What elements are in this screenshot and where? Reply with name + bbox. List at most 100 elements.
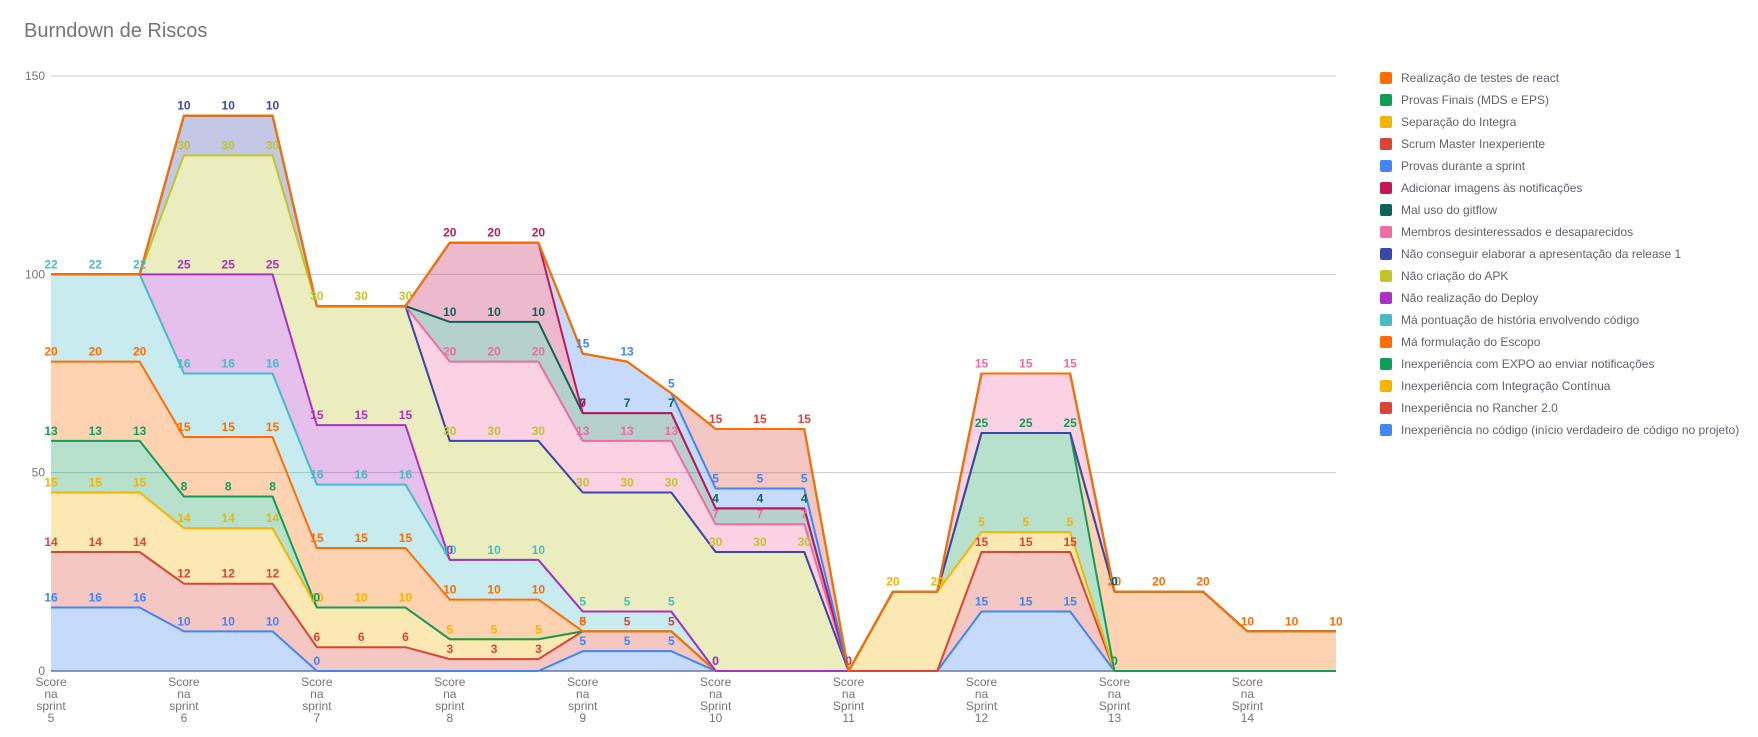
data-label: 30: [665, 476, 679, 490]
x-tick-label: Score na sprint 5: [35, 675, 67, 725]
data-label: 30: [399, 289, 413, 303]
data-label: 16: [399, 468, 413, 482]
data-label: 16: [89, 591, 103, 605]
data-label: 22: [133, 257, 147, 271]
x-tick-label: Score na Sprint 10: [700, 675, 732, 725]
data-label: 4: [801, 491, 808, 505]
data-label: 0: [845, 654, 852, 668]
area-layer: [51, 115, 1336, 672]
data-label: 5: [579, 595, 586, 609]
data-label: 30: [487, 424, 501, 438]
x-tick-label: Score na sprint 8: [434, 675, 466, 725]
data-label: 0: [845, 654, 852, 668]
data-label: 15: [709, 412, 723, 426]
data-label: 20: [931, 575, 945, 589]
legend-label: Provas durante a sprint: [1401, 159, 1526, 173]
data-label: 4: [757, 491, 764, 505]
data-label: 5: [668, 595, 675, 609]
data-label: 0: [1111, 575, 1118, 589]
data-label: 14: [266, 511, 280, 525]
data-label: 5: [712, 472, 719, 486]
area-series-5: [51, 274, 1336, 671]
data-label: 0: [314, 591, 321, 605]
data-label: 30: [354, 289, 368, 303]
data-label: 5: [668, 376, 675, 390]
data-label: 15: [89, 476, 103, 490]
data-label: 14: [133, 535, 147, 549]
legend-swatch: [1380, 380, 1392, 392]
area-series-3: [51, 433, 1336, 671]
legend-item: Provas Finais (MDS e EPS): [1380, 89, 1739, 111]
legend-label: Adicionar imagens às notificações: [1401, 181, 1583, 195]
data-label: 3: [491, 642, 498, 656]
legend-item: Separação do Integra: [1380, 111, 1739, 133]
data-label: 5: [491, 622, 498, 636]
chart-legend: Realização de testes de react Provas Fina…: [1380, 67, 1739, 441]
data-label: 20: [44, 345, 58, 359]
data-label: 7: [757, 507, 764, 521]
data-label: 25: [1063, 416, 1077, 430]
data-label: 13: [620, 345, 634, 359]
legend-item: Má formulação do Escopo: [1380, 331, 1739, 353]
data-label: 0: [712, 654, 719, 668]
legend-label: Não criação do APK: [1401, 269, 1509, 283]
data-label: 16: [44, 591, 58, 605]
legend-label: Inexperiência com EXPO ao enviar notific…: [1401, 357, 1655, 371]
data-label: 13: [133, 424, 147, 438]
data-label: 7: [624, 396, 631, 410]
data-label: 5: [535, 622, 542, 636]
data-label: 30: [222, 138, 236, 152]
data-label: 12: [222, 567, 236, 581]
data-label: 5: [801, 472, 808, 486]
data-label: 0: [314, 654, 321, 668]
data-label: 10: [310, 591, 324, 605]
data-label: 6: [314, 630, 321, 644]
data-label: 7: [579, 396, 586, 410]
legend-label: Scrum Master Inexperiente: [1401, 137, 1546, 151]
data-label: 0: [1111, 654, 1118, 668]
data-label: 0: [845, 654, 852, 668]
x-axis-labels: Score na sprint 5 Score na sprint 6 Score na sprin…: [35, 675, 1263, 725]
data-label: 15: [354, 531, 368, 545]
data-label: 15: [399, 531, 413, 545]
data-label: 12: [177, 567, 191, 581]
data-label: 15: [1063, 595, 1077, 609]
legend-swatch: [1380, 358, 1392, 370]
data-label: 10: [1241, 614, 1255, 628]
data-label: 10: [399, 591, 413, 605]
data-label: 10: [266, 614, 280, 628]
x-tick-label: Score na Sprint 14: [1232, 675, 1264, 725]
x-tick-label: Score na Sprint 12: [966, 675, 998, 725]
data-label: 4: [712, 491, 719, 505]
data-label: 14: [177, 511, 191, 525]
data-label: 15: [798, 412, 812, 426]
legend-label: Mal uso do gitflow: [1401, 203, 1498, 217]
legend-swatch: [1380, 182, 1392, 194]
legend-item: Realização de testes de react: [1380, 67, 1739, 89]
legend-item: Inexperiência no código (início verdadei…: [1380, 419, 1739, 441]
legend-label: Inexperiência no Rancher 2.0: [1401, 401, 1558, 415]
legend-swatch: [1380, 336, 1392, 348]
data-label: 15: [975, 595, 989, 609]
data-label: 20: [133, 345, 147, 359]
x-tick-label: Score na sprint 9: [567, 675, 599, 725]
x-tick-label: Score na Sprint 11: [833, 675, 865, 725]
data-label: 10: [487, 305, 501, 319]
legend-swatch: [1380, 94, 1392, 106]
data-label: 15: [310, 408, 324, 422]
data-label: 15: [1019, 535, 1033, 549]
legend-item: Adicionar imagens às notificações: [1380, 177, 1739, 199]
data-label: 20: [532, 226, 546, 240]
area-series-1: [51, 552, 1336, 671]
area-series-0: [51, 607, 1336, 671]
data-label: 0: [1111, 654, 1118, 668]
data-label: 15: [222, 420, 236, 434]
data-label: 30: [266, 138, 280, 152]
data-label: 16: [177, 357, 191, 371]
data-label: 10: [354, 591, 368, 605]
data-label: 0: [712, 654, 719, 668]
data-label: 5: [624, 595, 631, 609]
